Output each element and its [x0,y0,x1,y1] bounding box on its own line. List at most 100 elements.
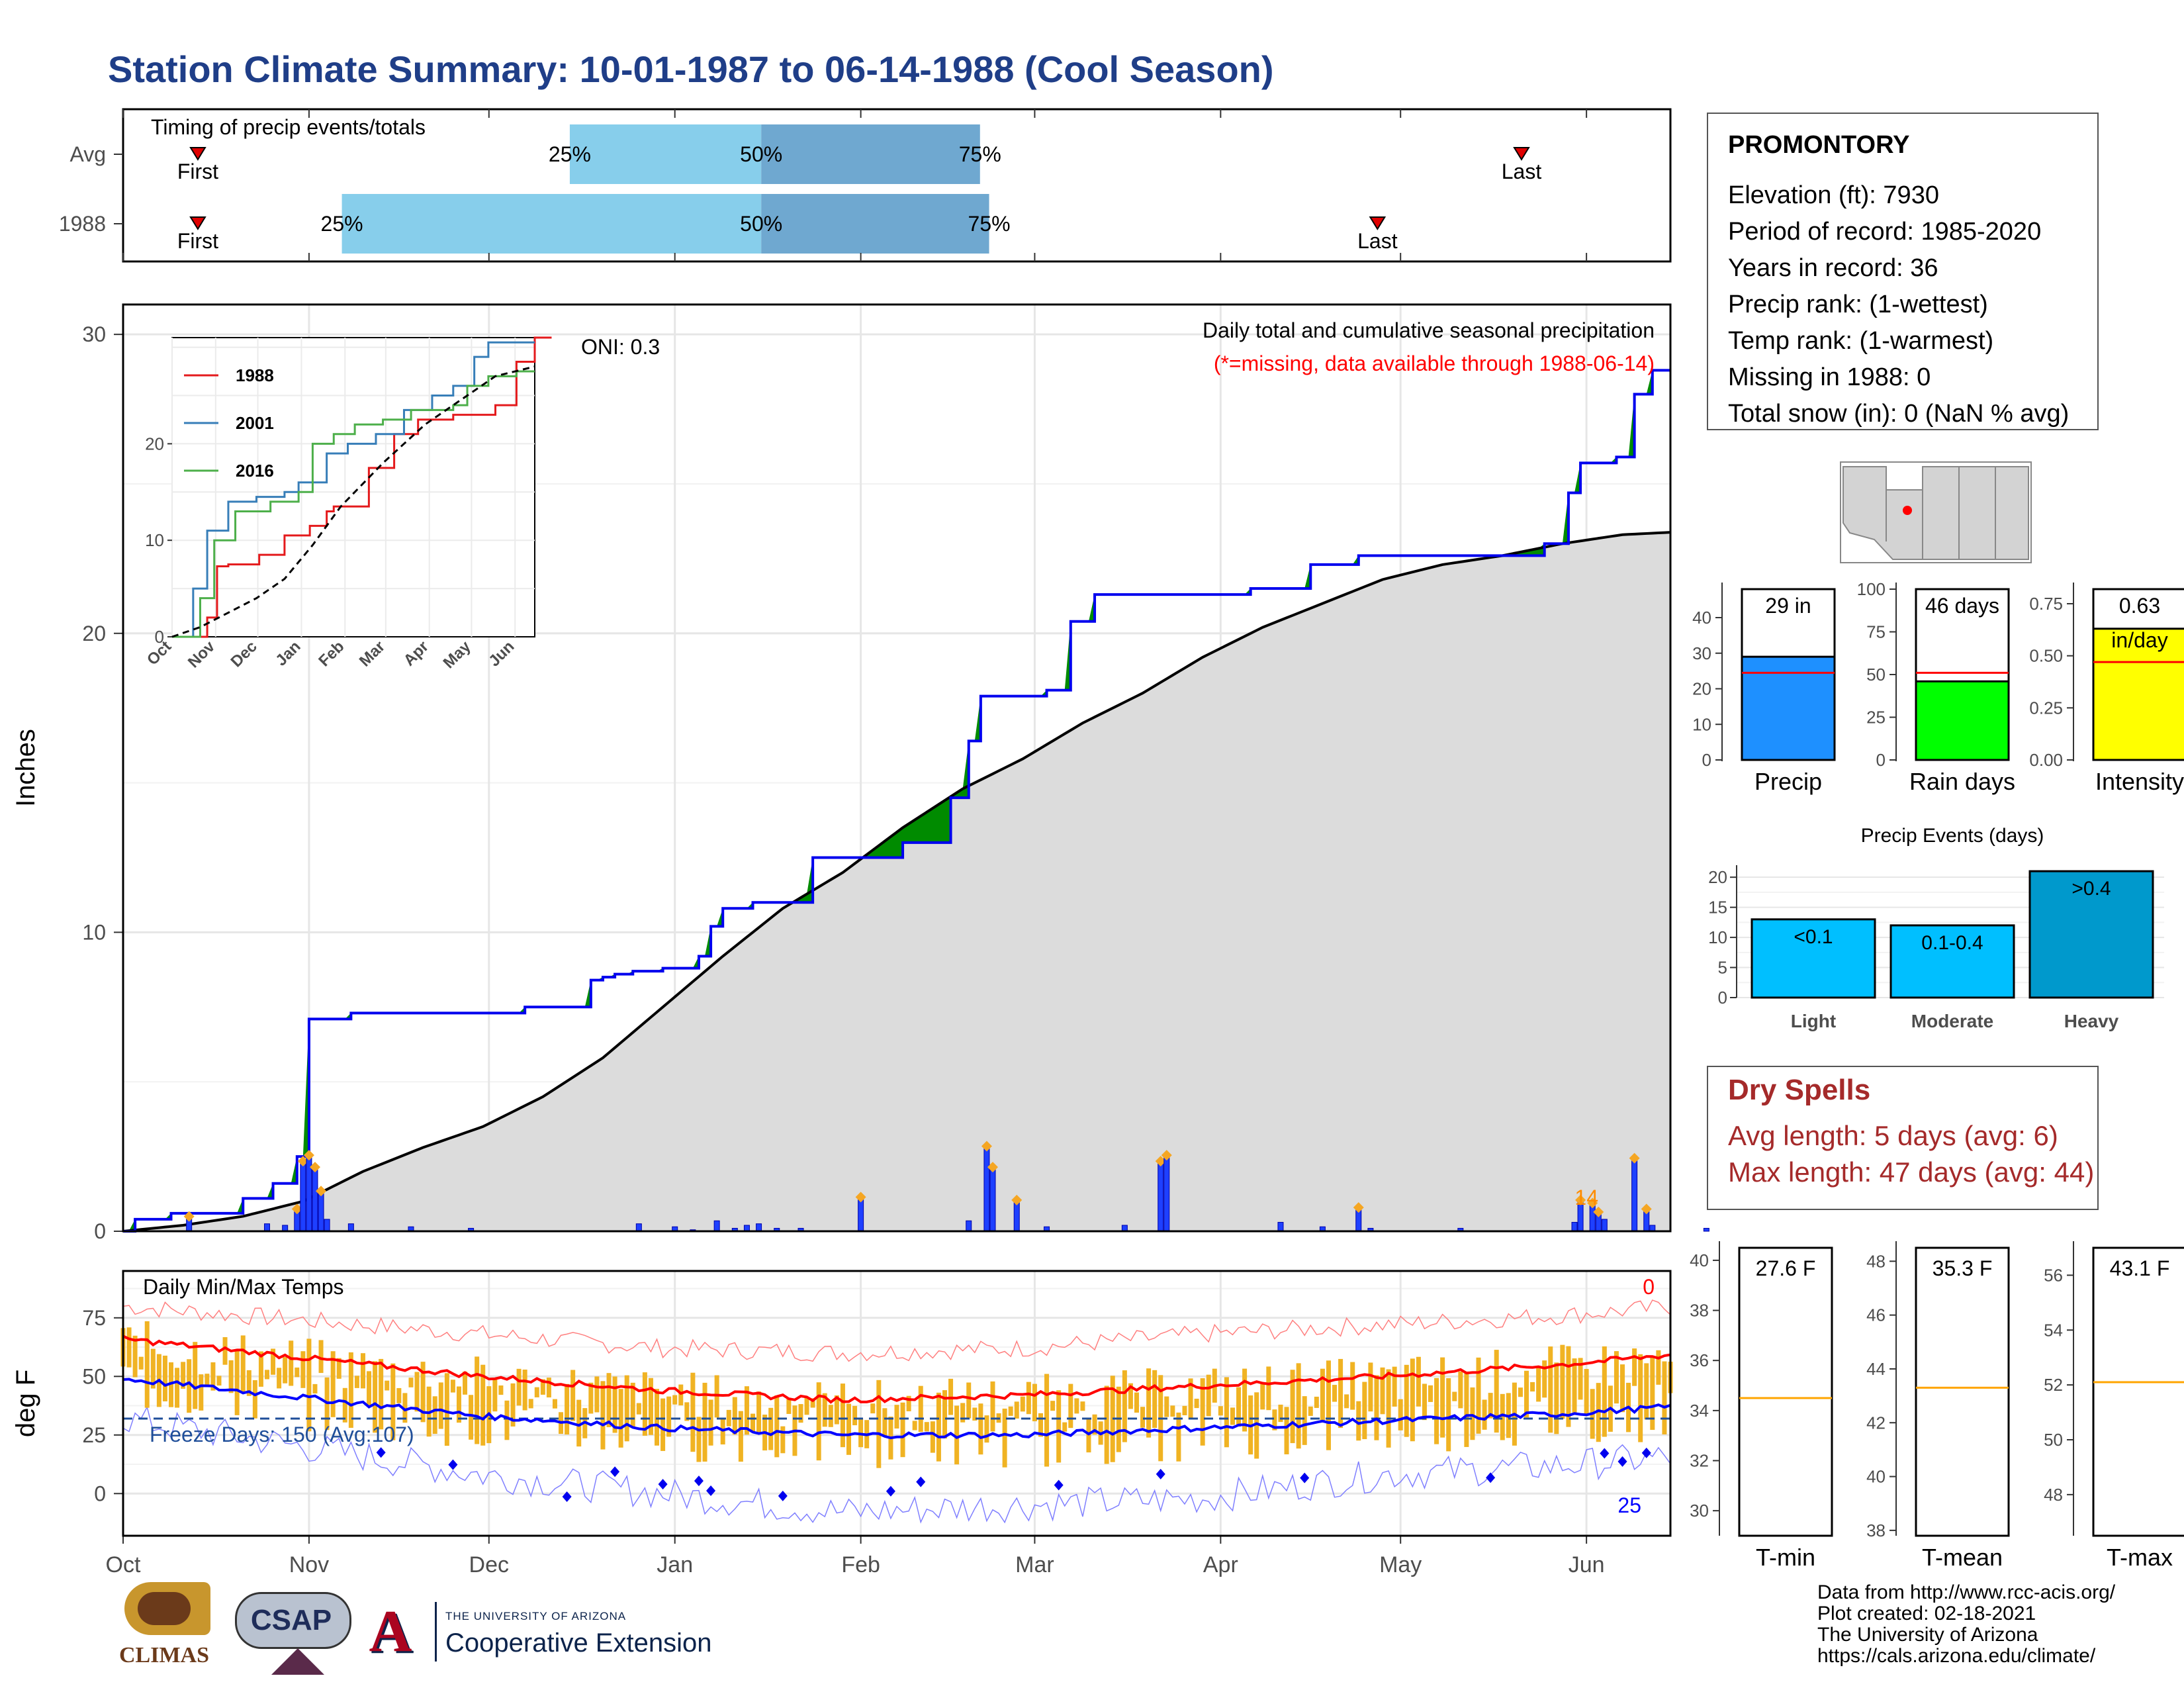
daily-temp-bar [205,1374,210,1385]
daily-temp-bar [1008,1406,1013,1416]
daily-temp-bar [510,1383,516,1427]
y-tick-label: 0 [94,1219,106,1243]
heavy-count: 14 [1574,1186,1598,1209]
record-max-line [122,1299,1671,1362]
daily-temp-bar [1236,1387,1242,1427]
p75-label: 75% [959,142,1001,166]
daily-temp-bar [306,1338,312,1432]
daily-temp-bar [1002,1408,1007,1468]
y-tick-label: 75 [82,1306,106,1330]
daily-temp-bar [132,1335,138,1378]
y-tick-label: 20 [82,622,106,645]
y-tick-label: 40 [1866,1467,1886,1487]
timing-panel: Timing of precip events/totals Avg 25% 50%… [59,108,1672,263]
summary-bar [1741,655,1836,761]
event-bar-label: <0.1 [1794,926,1833,948]
daily-precip-bar [989,1168,996,1232]
daily-temp-bar [1458,1371,1463,1409]
daily-temp-bar [565,1383,570,1435]
event-bar-label: 0.1-0.4 [1921,932,1983,954]
ua-logo-big-text: Cooperative Extension [445,1628,712,1658]
daily-precip-bar [1571,1221,1578,1232]
avg-min-line [122,1378,1671,1440]
station-line: Period of record: 1985-2020 [1728,218,2042,246]
daily-temp-bar [1176,1412,1181,1462]
csap-logo: CSAP [232,1585,351,1678]
timing-bar-upper [761,124,980,184]
daily-temp-bar [708,1399,713,1446]
y-tick-label: 40 [1690,1250,1709,1270]
daily-temp-bar [636,1403,641,1415]
daily-temp-bar [1080,1401,1085,1411]
heavy-event-marker [1155,1156,1166,1167]
daily-temp-bar [1374,1375,1379,1440]
daily-precip-bar [1631,1159,1638,1232]
precip-panel: 0 10 20 30 Daily total and cumulative seaso… [11,303,1709,1243]
daily-temp-bar [342,1387,347,1423]
summary-value-label: in/day [2111,628,2167,652]
daily-temp-bar [1332,1385,1338,1402]
daily-temp-bar [379,1358,384,1430]
inset-y-tick: 0 [155,627,164,647]
daily-temp-bar [1524,1370,1529,1418]
daily-temp-bar [348,1352,353,1428]
p50-label: 50% [740,142,782,166]
daily-temp-bar [1470,1387,1475,1440]
record-low-marker [1600,1448,1610,1459]
daily-temp-bar [1434,1378,1439,1444]
daily-precip-bar [1703,1227,1709,1232]
daily-temp-bar [1584,1369,1589,1415]
daily-temp-bar [1170,1405,1175,1417]
temp-category-label: T-min [1756,1544,1815,1571]
y-tick-label: 56 [2044,1265,2063,1285]
daily-temp-bar [432,1396,437,1434]
last-label: Last [1502,160,1542,183]
daily-temp-bar [1452,1391,1457,1401]
daily-temp-bar [1488,1393,1493,1419]
daily-temp-bar [606,1373,612,1427]
heavy-event-marker [987,1162,998,1173]
daily-temp-bar [1074,1398,1079,1414]
daily-temp-bar [1140,1407,1146,1428]
daily-temp-bar [630,1382,635,1427]
daily-temp-bar [1476,1357,1481,1434]
daily-precip-bar [300,1162,306,1232]
daily-temp-bar [655,1389,660,1446]
daily-temp-bar [168,1362,173,1407]
daily-temp-bar [1482,1399,1487,1430]
daily-temp-bar [1554,1362,1559,1434]
daily-temp-bar [1368,1362,1373,1412]
daily-temp-bar [936,1392,941,1462]
daily-temp-bar [786,1398,792,1414]
legend-label: 2001 [236,413,274,433]
daily-temp-bar [942,1390,947,1439]
daily-temp-bar [318,1340,324,1374]
dry-spells-avg: Avg length: 5 days (avg: 6) [1728,1120,2058,1151]
footer-line: Data from http://www.rcc-acis.org/ [1817,1581,2116,1603]
daily-temp-bar [1638,1354,1643,1442]
timing-bar-upper [761,194,989,254]
daily-precip-bar [1163,1156,1170,1232]
daily-temp-bar [1548,1346,1553,1433]
record-low-marker [448,1459,458,1470]
daily-precip-bar [756,1223,762,1232]
daily-precip-bar [324,1219,330,1232]
daily-temp-bar [1320,1368,1325,1423]
y-tick-label: 48 [1866,1251,1886,1271]
daily-temp-bar [498,1385,504,1395]
daily-temp-bar [978,1403,983,1455]
temp-label: Daily Min/Max Temps [143,1275,343,1299]
station-line: Years in record: 36 [1728,254,1938,282]
climas-logo-text: CLIMAS [118,1643,210,1667]
daily-temp-bar [810,1398,815,1408]
timing-row-label: 1988 [59,212,106,236]
daily-precip-bar [318,1192,324,1232]
daily-temp-bar [1500,1393,1505,1440]
daily-temp-bar [780,1426,786,1454]
daily-temp-bar [1230,1407,1235,1425]
summary-category-label: Precip [1754,768,1822,795]
legend-label: 1988 [236,365,274,385]
heavy-event-marker [855,1192,866,1203]
daily-temp-bar [240,1335,246,1393]
daily-temp-bar [1254,1392,1259,1459]
